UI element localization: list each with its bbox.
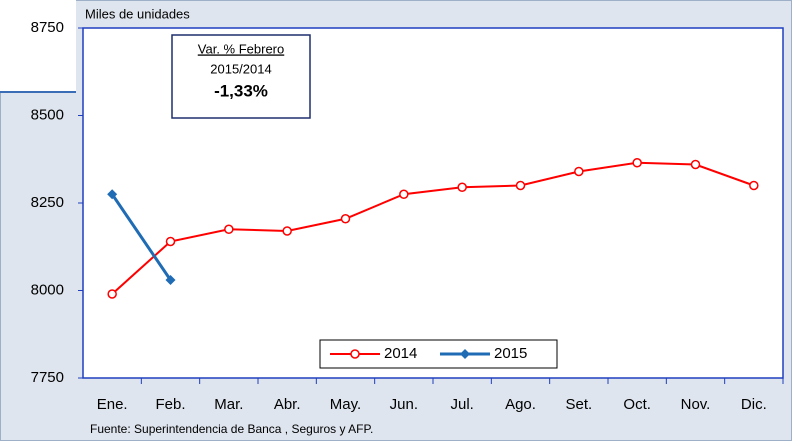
y-axis-label: Miles de unidades bbox=[85, 6, 190, 21]
point bbox=[165, 236, 176, 247]
point bbox=[457, 182, 467, 192]
point bbox=[282, 226, 292, 236]
x-tick-label: Abr. bbox=[274, 396, 301, 413]
y-tick-label: 8750 bbox=[31, 19, 64, 36]
x-tick-label: Dic. bbox=[741, 396, 767, 413]
x-tick-label: Oct. bbox=[623, 396, 651, 413]
point bbox=[399, 189, 409, 199]
y-tick-label: 8250 bbox=[31, 194, 64, 211]
y-tick-label: 8000 bbox=[31, 281, 64, 298]
x-tick-label: Nov. bbox=[681, 396, 711, 413]
point bbox=[224, 224, 234, 234]
x-tick-label: Jun. bbox=[390, 396, 418, 413]
x-tick-label: Ago. bbox=[505, 396, 536, 413]
point bbox=[749, 180, 759, 191]
point bbox=[350, 349, 360, 359]
point bbox=[460, 349, 470, 359]
point bbox=[107, 189, 118, 200]
legend-label: 2015 bbox=[494, 345, 527, 362]
point bbox=[165, 275, 176, 285]
annotation-box bbox=[171, 34, 311, 119]
corner-tab bbox=[0, 0, 76, 92]
point bbox=[515, 180, 526, 191]
line bbox=[110, 193, 172, 281]
annotation-value: -1,33% bbox=[214, 81, 268, 100]
x-tick-label: Mar. bbox=[214, 396, 243, 413]
x-tick-label: Set. bbox=[565, 396, 592, 413]
legend-label: 2014 bbox=[384, 345, 417, 362]
line bbox=[111, 161, 755, 295]
point bbox=[340, 214, 351, 224]
point bbox=[574, 166, 584, 177]
x-tick-label: Jul. bbox=[450, 396, 473, 413]
x-tick-label: Feb. bbox=[155, 396, 185, 413]
point bbox=[690, 159, 701, 170]
point bbox=[107, 289, 117, 299]
annotation-period: 2015/2014 bbox=[210, 61, 271, 76]
y-tick-label: 7750 bbox=[31, 369, 64, 386]
x-tick-label: Ene. bbox=[97, 396, 128, 413]
y-tick-label: 8500 bbox=[31, 106, 64, 123]
annotation-title: Var. % Febrero bbox=[198, 41, 284, 56]
point bbox=[632, 158, 642, 168]
source-note: Fuente: Superintendencia de Banca , Segu… bbox=[90, 422, 373, 436]
x-tick-label: May. bbox=[330, 396, 361, 413]
